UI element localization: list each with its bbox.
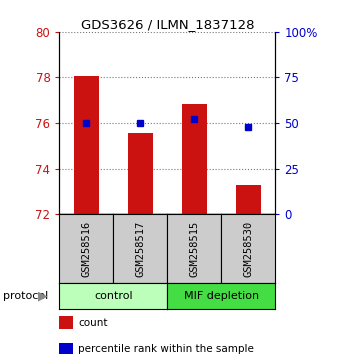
Text: MIF depletion: MIF depletion <box>184 291 259 301</box>
Bar <box>182 104 207 214</box>
Text: GSM258530: GSM258530 <box>243 221 253 277</box>
Text: GSM258516: GSM258516 <box>82 221 91 277</box>
Text: GSM258515: GSM258515 <box>189 221 200 277</box>
Text: percentile rank within the sample: percentile rank within the sample <box>78 344 254 354</box>
Text: GSM258517: GSM258517 <box>135 221 146 277</box>
Bar <box>236 184 260 214</box>
Title: GDS3626 / ILMN_1837128: GDS3626 / ILMN_1837128 <box>81 18 254 31</box>
Text: ▶: ▶ <box>38 290 47 302</box>
Text: count: count <box>78 318 108 328</box>
Text: control: control <box>94 291 133 301</box>
Bar <box>74 76 99 214</box>
Bar <box>128 133 153 214</box>
Text: protocol: protocol <box>3 291 49 301</box>
